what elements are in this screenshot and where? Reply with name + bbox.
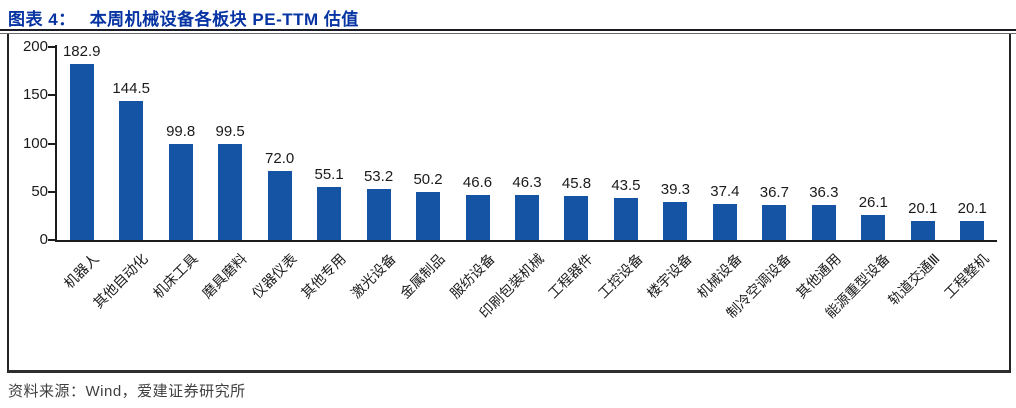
bar bbox=[317, 186, 342, 240]
bar-value-label: 43.5 bbox=[611, 177, 641, 195]
bar-value-label: 39.3 bbox=[660, 181, 690, 199]
bar bbox=[910, 220, 935, 240]
y-axis-tick bbox=[48, 142, 55, 145]
bar bbox=[416, 191, 441, 240]
category-label: 机床工具 bbox=[149, 250, 201, 302]
category-label: 工控设备 bbox=[594, 250, 646, 302]
figure-title: 本周机械设备各板块 PE-TTM 估值 bbox=[89, 10, 359, 29]
category-label: 机器人 bbox=[60, 250, 102, 292]
bar-value-label: 99.8 bbox=[166, 122, 196, 140]
bar-value-label: 36.3 bbox=[809, 183, 839, 201]
y-axis-line bbox=[55, 45, 57, 240]
y-axis-tick bbox=[48, 239, 55, 241]
title-divider-rule bbox=[0, 29, 1016, 34]
category-label: 磨具磨料 bbox=[198, 250, 250, 302]
y-axis-tick-label: 0 bbox=[39, 231, 48, 248]
bar bbox=[762, 204, 787, 240]
bar bbox=[218, 143, 243, 240]
category-label: 轨道交通Ⅲ bbox=[884, 250, 943, 309]
bar bbox=[69, 63, 94, 240]
category-label: 工程整机 bbox=[941, 250, 992, 302]
bar-value-label: 55.1 bbox=[314, 165, 344, 183]
bar bbox=[811, 204, 836, 240]
bar bbox=[515, 195, 539, 240]
bar-value-label: 182.9 bbox=[62, 42, 101, 60]
y-axis-tick-label: 100 bbox=[22, 134, 48, 152]
category-label: 金属制品 bbox=[396, 250, 448, 302]
bar bbox=[168, 143, 193, 240]
y-axis-tick bbox=[48, 190, 55, 193]
bar bbox=[465, 195, 490, 240]
bar-value-label: 20.1 bbox=[908, 199, 938, 217]
bar-value-label: 72.0 bbox=[265, 149, 295, 167]
bar bbox=[712, 203, 737, 240]
bar-value-label: 144.5 bbox=[112, 79, 150, 97]
figure-label: 图表 4： bbox=[8, 10, 76, 29]
bar-value-label: 46.6 bbox=[462, 174, 493, 192]
bar bbox=[663, 202, 688, 240]
category-label: 工程器件 bbox=[545, 250, 597, 302]
source-note: 资料来源：Wind，爱建证券研究所 bbox=[8, 383, 246, 400]
y-axis-tick-label: 200 bbox=[22, 38, 48, 55]
bar-value-label: 99.5 bbox=[215, 122, 245, 140]
bar bbox=[861, 214, 886, 240]
bar bbox=[564, 195, 589, 240]
category-label: 激光设备 bbox=[347, 250, 399, 302]
y-axis-tick bbox=[48, 46, 55, 48]
category-label: 楼宇设备 bbox=[644, 250, 696, 302]
bar bbox=[613, 198, 638, 240]
bar-value-label: 50.2 bbox=[413, 170, 443, 188]
category-label: 其他专用 bbox=[297, 250, 349, 302]
bar bbox=[366, 188, 391, 240]
y-axis-tick-label: 150 bbox=[22, 86, 48, 104]
figure-title-row: 图表 4： 本周机械设备各板块 PE-TTM 估值 bbox=[8, 5, 359, 30]
y-axis-tick-label: 50 bbox=[31, 182, 48, 200]
bar-value-label: 45.8 bbox=[561, 174, 592, 192]
bar bbox=[267, 170, 292, 240]
bar-value-label: 46.3 bbox=[512, 174, 542, 192]
bar-value-label: 53.2 bbox=[363, 167, 394, 185]
bar-value-label: 37.4 bbox=[710, 182, 740, 200]
y-axis-tick bbox=[48, 94, 55, 97]
category-label: 仪器仪表 bbox=[248, 250, 300, 302]
bar-value-label: 20.1 bbox=[957, 199, 987, 217]
bar-value-label: 26.1 bbox=[858, 193, 888, 211]
bar-value-label: 36.7 bbox=[759, 183, 789, 201]
bar bbox=[960, 220, 985, 240]
x-axis-line bbox=[55, 240, 997, 242]
bar bbox=[119, 100, 144, 240]
